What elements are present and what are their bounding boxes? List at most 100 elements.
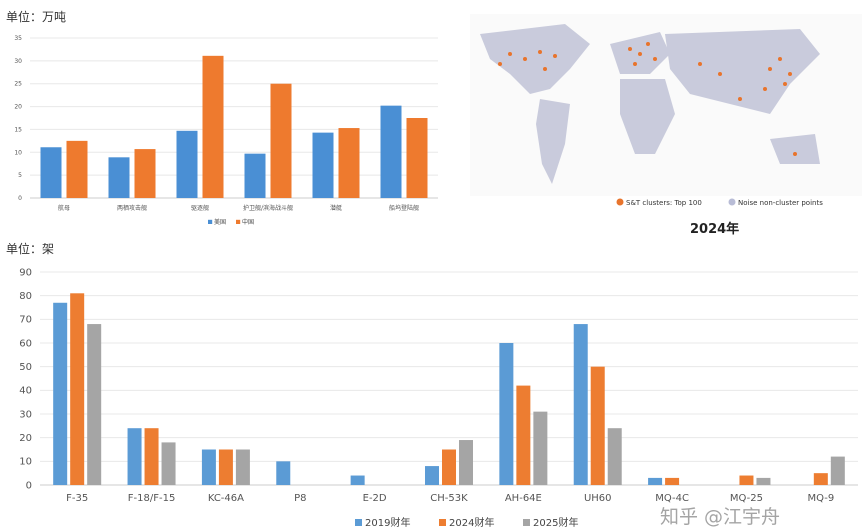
cluster-dot — [553, 54, 557, 58]
bar — [53, 302, 68, 485]
x-tick-label: 船坞登陆舰 — [389, 204, 419, 212]
noise-legend-icon — [728, 198, 736, 206]
y-tick-label: 0 — [18, 195, 22, 202]
y-tick-label: 20 — [19, 433, 32, 444]
bar — [499, 343, 514, 485]
bar — [648, 477, 663, 485]
cluster-dot — [768, 67, 772, 71]
watermark: 知乎 @江宇舟 — [660, 506, 781, 528]
y-tick-label: 30 — [19, 409, 32, 420]
bar — [813, 473, 828, 485]
cluster-dot — [638, 52, 642, 56]
map-caption: 2024年 — [690, 222, 740, 237]
continents — [480, 24, 820, 184]
x-tick-label: CH-53K — [430, 493, 468, 504]
cluster-dot — [763, 87, 767, 91]
cluster-dot — [783, 82, 787, 86]
bar — [40, 147, 62, 198]
cluster-dot — [653, 57, 657, 61]
y-tick-label: 80 — [19, 291, 32, 302]
cluster-dot — [788, 72, 792, 76]
cluster-dot — [628, 47, 632, 51]
legend-label: 2019财年 — [365, 516, 410, 529]
bar — [87, 324, 102, 485]
bar — [380, 105, 402, 198]
y-tick-label: 5 — [18, 172, 22, 179]
y-tick-label: 25 — [14, 81, 22, 88]
bar — [108, 157, 130, 198]
cluster-dot — [646, 42, 650, 46]
cluster-legend-label: S&T clusters: Top 100 — [626, 199, 702, 207]
cluster-dot — [718, 72, 722, 76]
cluster-dot — [793, 152, 797, 156]
cluster-dots — [498, 42, 797, 156]
x-tick-label: 潜艇 — [330, 204, 342, 212]
x-tick-label: E-2D — [363, 493, 387, 504]
y-tick-label: 30 — [14, 58, 22, 65]
bar — [270, 83, 292, 198]
bar — [66, 140, 88, 198]
cluster-dot — [633, 62, 637, 66]
cluster-dot — [538, 50, 542, 54]
y-tick-label: 10 — [14, 149, 22, 156]
bar — [244, 153, 266, 198]
x-tick-label: KC-46A — [208, 493, 244, 504]
cluster-dot — [523, 57, 527, 61]
world-map: S&T clusters: Top 100 Noise non-cluster … — [470, 14, 862, 207]
y-tick-label: 15 — [14, 126, 22, 133]
y-tick-label: 90 — [19, 267, 32, 278]
legend-label: 中国 — [242, 218, 254, 226]
y-tick-label: 0 — [26, 480, 32, 491]
x-tick-label: 护卫舰/滨海战斗舰 — [243, 204, 293, 212]
bar — [218, 449, 233, 485]
bar — [607, 428, 622, 485]
bar — [756, 477, 771, 485]
bar — [312, 132, 334, 198]
cluster-dot — [543, 67, 547, 71]
x-tick-label: F-18/F-15 — [128, 493, 176, 504]
bar — [406, 118, 428, 198]
bar — [590, 366, 605, 485]
legend-label: 美国 — [214, 218, 226, 226]
x-tick-label: 航母 — [58, 204, 70, 212]
bar — [276, 461, 291, 485]
x-tick-label: P8 — [294, 493, 306, 504]
x-tick-label: AH-64E — [505, 493, 542, 504]
bar — [202, 55, 224, 199]
bar — [425, 466, 439, 485]
bar — [134, 149, 156, 198]
bar — [70, 293, 85, 485]
bar — [350, 475, 365, 485]
bar — [459, 440, 473, 485]
bottom-chart-unit: 单位：架 — [6, 242, 55, 256]
x-tick-label: MQ-4C — [655, 493, 689, 504]
legend-swatch — [439, 519, 446, 526]
top-chart-unit: 单位：万吨 — [6, 10, 67, 24]
cluster-dot — [738, 97, 742, 101]
legend-swatch — [355, 519, 362, 526]
y-tick-label: 60 — [19, 338, 32, 349]
x-tick-label: 两栖攻击舰 — [117, 204, 147, 212]
bar — [201, 449, 216, 485]
y-tick-label: 10 — [19, 457, 32, 468]
aircraft-chart: 0 10 20 30 40 50 60 70 80 90 F-35 F-18/F-15 KC-46A P8… — [19, 267, 858, 529]
bar — [235, 449, 250, 485]
cluster-dot — [778, 57, 782, 61]
bar — [516, 385, 531, 485]
y-tick-label: 40 — [19, 386, 32, 397]
x-tick-label: F-35 — [66, 493, 88, 504]
bar — [665, 477, 680, 485]
y-tick-label: 50 — [19, 362, 32, 373]
bar — [442, 449, 456, 485]
legend-swatch — [236, 219, 241, 224]
y-tick-label: 20 — [14, 104, 22, 111]
legend-swatch — [208, 219, 213, 224]
bar — [573, 324, 588, 485]
cluster-dot — [508, 52, 512, 56]
bar — [338, 128, 360, 198]
bar — [127, 428, 142, 485]
x-tick-label: MQ-9 — [807, 493, 834, 504]
x-tick-label: UH60 — [584, 493, 612, 504]
y-tick-label: 70 — [19, 315, 32, 326]
cluster-dot — [698, 62, 702, 66]
